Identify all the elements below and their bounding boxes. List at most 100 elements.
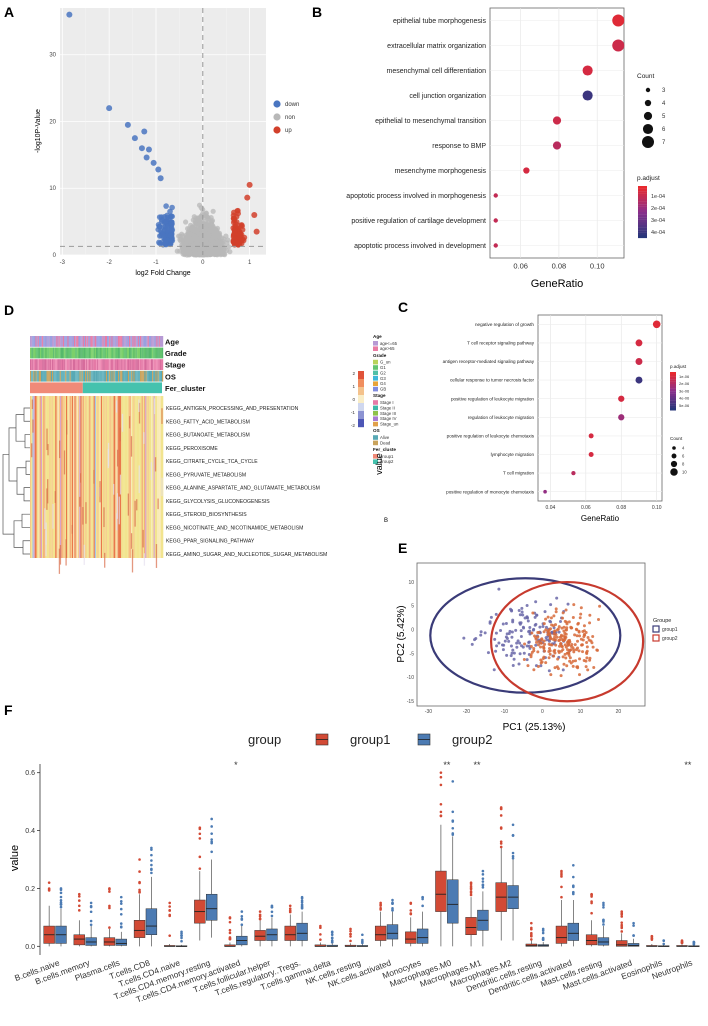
boxplot-outlier-group1 [439,775,443,779]
pca-point-group2 [534,636,538,640]
pca-point-group2 [584,659,588,663]
boxplot-outlier-group2 [240,917,244,921]
boxplot-outlier-group1 [499,814,503,817]
pca-point-group2 [559,674,563,678]
boxplot-outlier-group1 [530,927,533,931]
boxplot-outlier-group2 [451,780,455,783]
boxplot-legend-label-group2: group2 [452,732,492,747]
boxplot-outlier-group1 [530,938,533,941]
annotation-cell-stage [102,359,104,370]
volcano-xtick-label: -1 [153,260,159,266]
annotation-cell-grade [53,347,55,359]
annotation-cell-os [94,370,97,382]
annotation-cell-grade [135,347,137,359]
annotation-cell-age [102,336,104,347]
boxplot-outlier-group1 [108,890,111,893]
boxplot-significance: * [234,760,238,770]
heatmap-cell-accent [119,474,122,495]
pca-point-group2 [572,603,576,607]
annotation-row-label: Grade [165,349,187,358]
pca-point-group2 [562,638,566,642]
boxplot-outlier-group2 [119,895,123,899]
pca-point-group2 [543,649,547,653]
annotation-cell-age [63,336,65,347]
dotplot-term-label: mesenchymal cell differentiation [387,68,487,75]
pca-point-group1 [483,631,487,635]
annotation-cell-os [110,370,112,382]
pca-point-group1 [497,587,501,591]
annotation-cell-grade [79,347,81,359]
gsva-heatmap: Age Grade Stage OS Fer_cluster KEGG_ANTIGEN_… [2,334,399,574]
pca-point-group2 [548,649,552,653]
pca-point-group1 [505,636,509,640]
boxplot-ytick-label: 0.6 [25,770,35,777]
annotation-cell-grade [105,347,108,359]
boxplot-outlier-group1 [499,842,503,845]
annotation-cell-age [82,336,84,347]
annotation-cell-grade [145,347,147,359]
pca-point-group1 [520,610,524,614]
pca-point-group2 [566,648,570,652]
volcano-ytick-label: 0 [53,253,57,259]
heatmap-stripe [100,396,103,558]
annotation-cell-os [103,370,105,382]
boxplot-outlier-group1 [108,887,111,890]
heatmap-stripe [140,396,142,558]
annotation-cell-stage [57,359,59,370]
annotation-cell-grade [120,347,122,359]
dotplot-point [588,452,594,457]
boxplot-outlier-group1 [319,924,322,928]
boxplot-ytick-label: 0.2 [25,886,35,893]
boxplot-outlier-group1 [258,917,262,921]
dotplot-xtick-label: 0.10 [652,505,662,511]
boxplot-outlier-group1 [560,885,563,889]
volcano-point-down [138,145,145,152]
boxplot-outlier-group1 [319,933,322,936]
boxplot-outlier-group1 [349,927,352,931]
pca-point-group1 [509,654,513,658]
boxplot-outlier-group2 [210,841,213,845]
volcano-point-non [186,246,192,253]
go-c-legend-gradient-step [670,405,676,409]
pca-point-group1 [494,649,498,653]
volcano-legend-label-up: up [285,128,292,134]
heatmap-stripe [64,396,67,558]
annotation-cell-grade [107,347,109,359]
annotation-cell-grade [160,347,163,359]
annotation-cell-age [126,336,128,347]
volcano-point-down [157,175,164,182]
heatmap-stripe [88,396,91,558]
go-c-legend-count-dot [670,468,678,476]
pca-point-group1 [510,635,514,639]
annotation-cell-stage [75,359,77,370]
annotation-cell-age [142,336,144,347]
annotation-cell-age [33,336,35,347]
go-b-legend-count-value: 6 [662,127,666,133]
volcano-point-up [244,194,251,201]
annotation-cell-os [154,370,156,382]
annotation-cell-age [113,336,115,347]
pca-point-group2 [548,637,552,641]
annotation-cell-grade [55,347,57,359]
heatmap-stripe [97,396,99,558]
go-c-legend-gradient-step [670,408,676,411]
dendrogram-branch [23,407,30,422]
heatmap-stripe [144,396,146,558]
annotation-cell-age [97,336,99,347]
annotation-cell-stage [81,359,83,370]
annotation-cell-os [153,370,155,382]
heatmap-stripe [58,396,61,558]
annotation-cell-age [135,336,137,347]
annotation-cell-grade [31,347,33,359]
annotation-cell-os [134,370,136,382]
annotation-cell-grade [156,347,158,359]
pca-point-group2 [574,627,578,631]
heatmap-legend-swatch [373,411,378,416]
heatmap-cell-accent [32,419,34,433]
volcano-xtick-label: 1 [248,260,252,266]
annotation-cell-grade [113,347,115,359]
heatmap-cell-accent [65,539,67,566]
heatmap-stripe [128,396,130,558]
annotation-cell-grade [76,347,78,359]
